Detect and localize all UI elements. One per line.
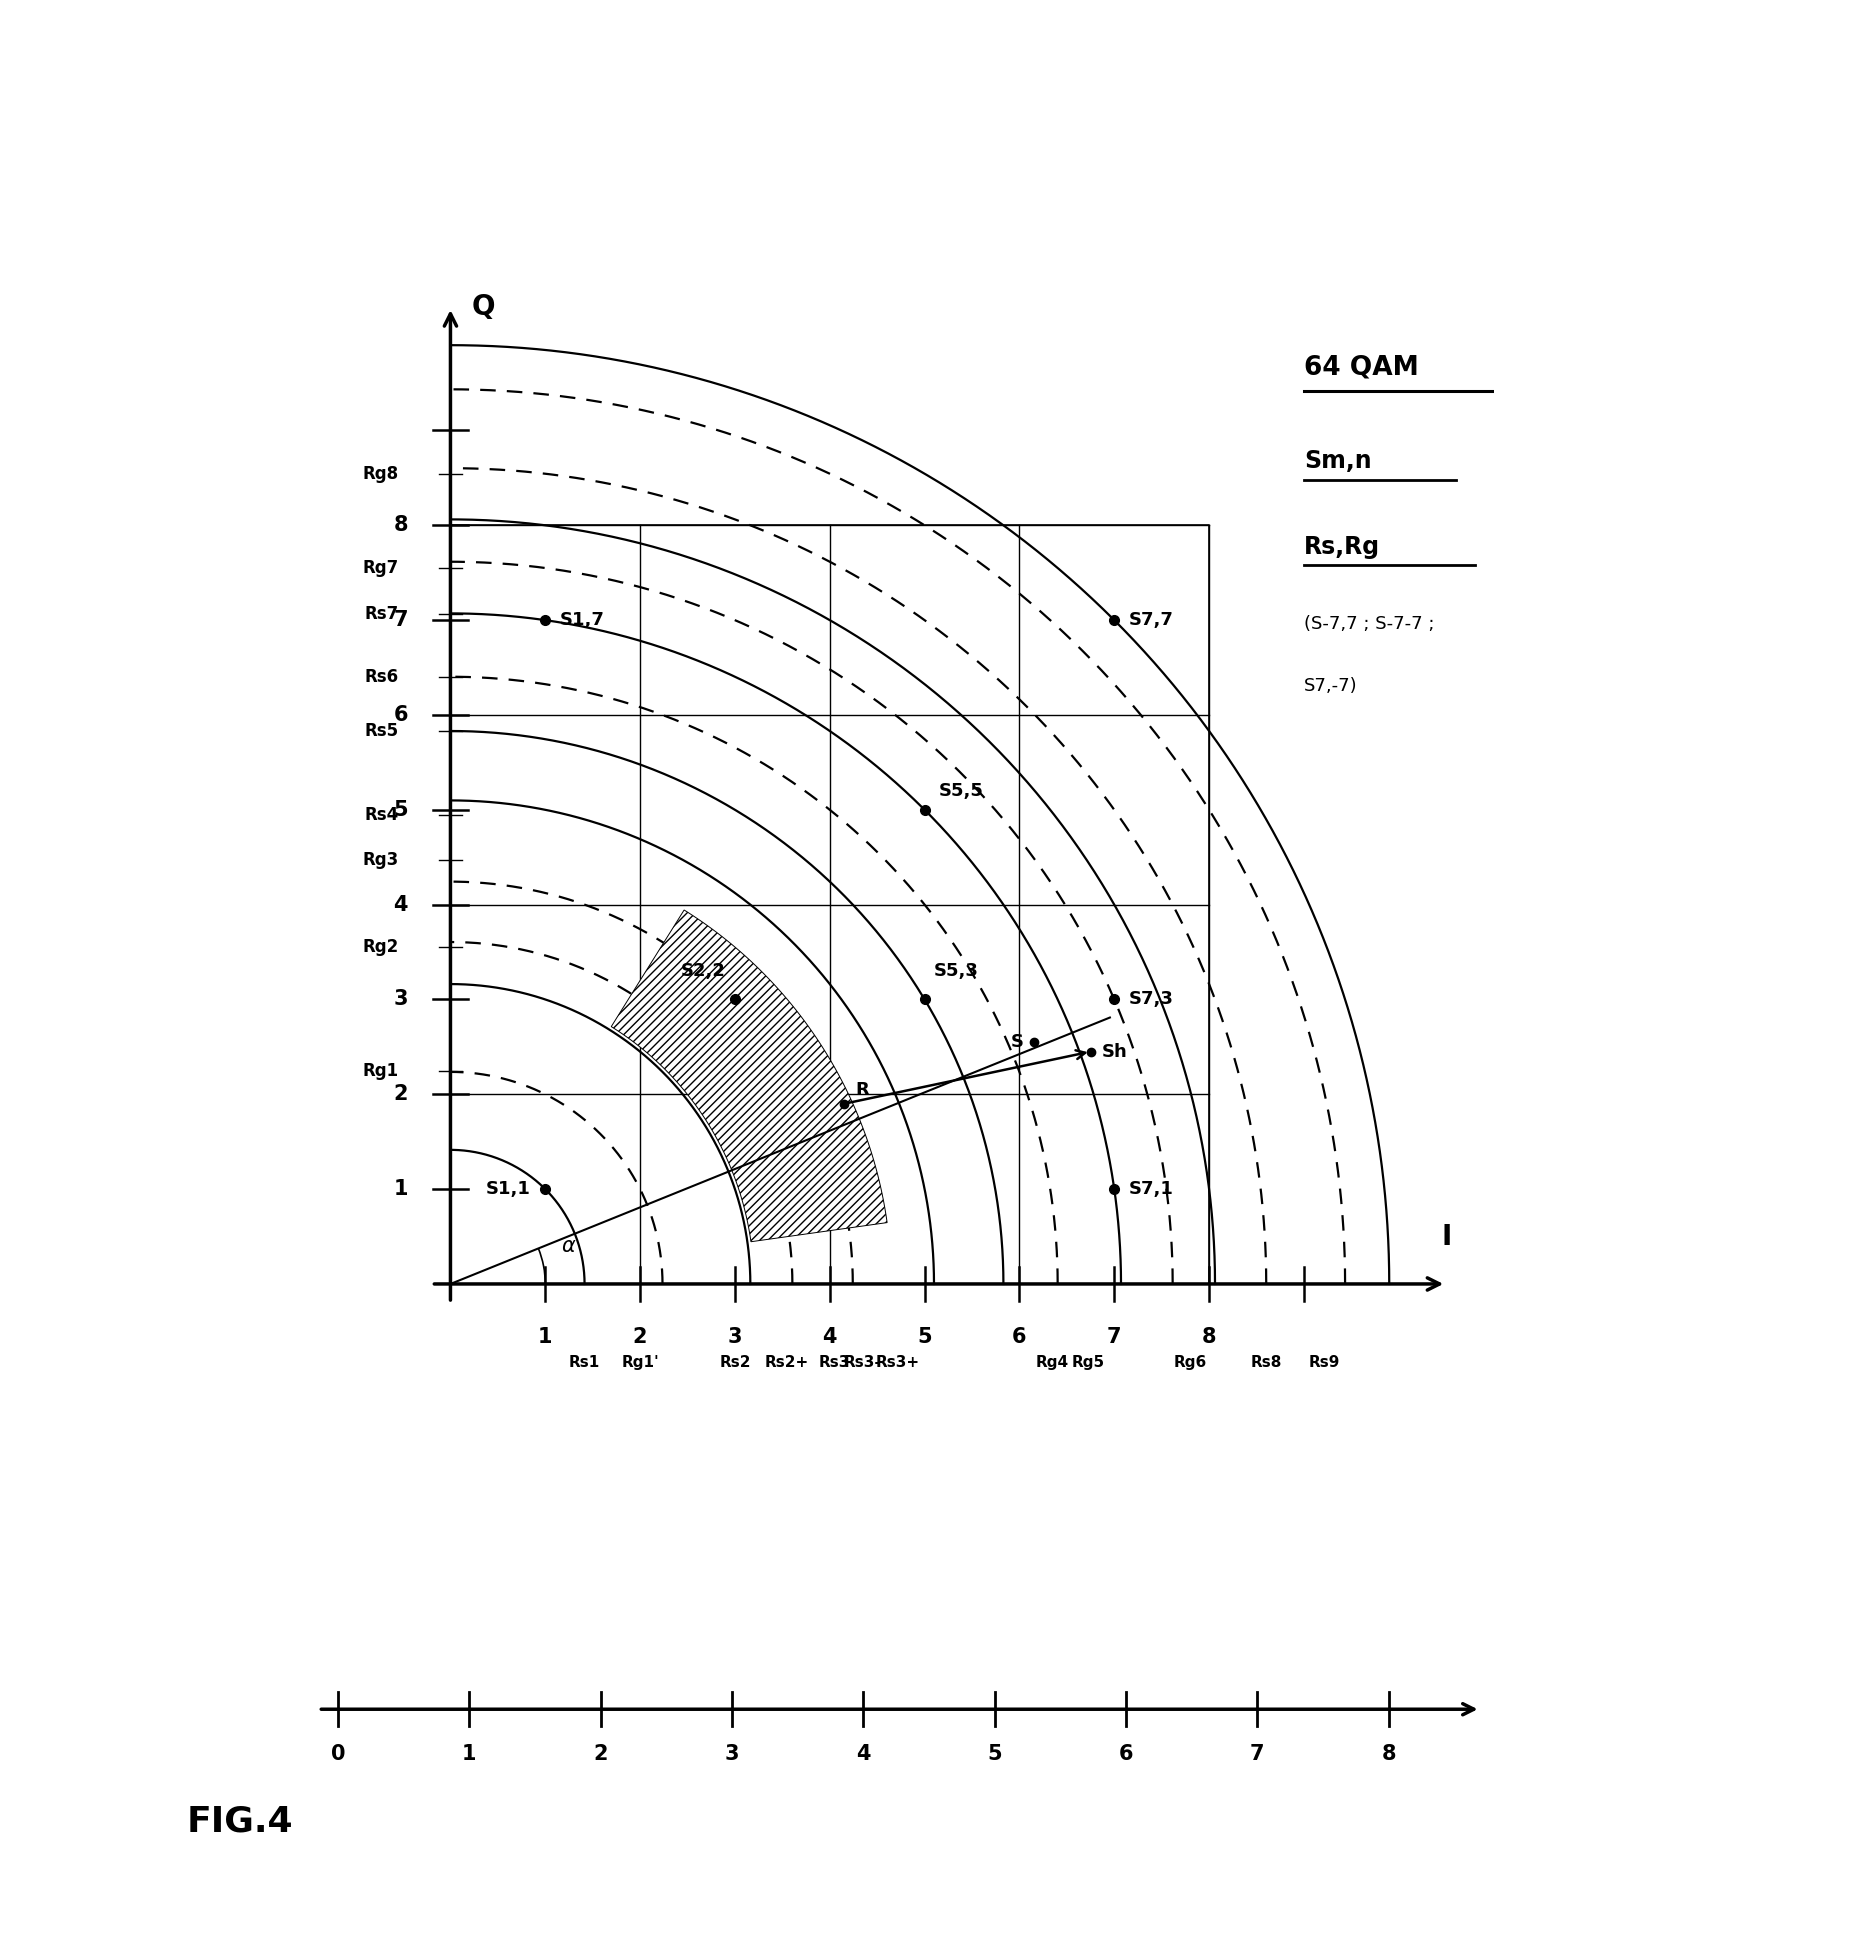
- Text: Rg6: Rg6: [1174, 1356, 1206, 1369]
- Text: S1,1: S1,1: [485, 1179, 530, 1199]
- Text: 2: 2: [394, 1083, 407, 1105]
- Text: Rg3: Rg3: [362, 850, 398, 870]
- Text: Sh: Sh: [1102, 1042, 1128, 1060]
- Text: 4: 4: [823, 1326, 836, 1346]
- Text: 5: 5: [917, 1326, 932, 1346]
- Text: 3: 3: [728, 1326, 743, 1346]
- Text: 2: 2: [594, 1744, 609, 1763]
- Text: S: S: [1012, 1032, 1025, 1050]
- Text: Rg7: Rg7: [362, 558, 398, 578]
- Polygon shape: [611, 911, 887, 1242]
- Text: Rs2+: Rs2+: [765, 1356, 808, 1369]
- Text: 1: 1: [538, 1326, 553, 1346]
- Text: 7: 7: [1107, 1326, 1122, 1346]
- Text: Rg1: Rg1: [362, 1062, 398, 1079]
- Text: 0: 0: [330, 1744, 345, 1763]
- Text: Rg2: Rg2: [362, 938, 398, 956]
- Text: 3: 3: [394, 989, 407, 1009]
- Text: (S-7,7 ; S-7-7 ;: (S-7,7 ; S-7-7 ;: [1303, 615, 1434, 633]
- Text: Rs3: Rs3: [820, 1356, 849, 1369]
- Text: Q: Q: [470, 294, 495, 321]
- Text: 6: 6: [1012, 1326, 1027, 1346]
- Text: 7: 7: [1251, 1744, 1264, 1763]
- Text: S7,1: S7,1: [1128, 1179, 1172, 1199]
- Text: 64 QAM: 64 QAM: [1303, 355, 1419, 380]
- Text: S7,3: S7,3: [1128, 991, 1172, 1009]
- Text: S5,5: S5,5: [939, 782, 984, 801]
- Text: Rs5: Rs5: [364, 723, 398, 741]
- Text: Rs6: Rs6: [364, 668, 398, 686]
- Text: Rs8: Rs8: [1251, 1356, 1281, 1369]
- Text: 1: 1: [463, 1744, 476, 1763]
- Text: Rg4: Rg4: [1036, 1356, 1070, 1369]
- Text: Rg5: Rg5: [1072, 1356, 1103, 1369]
- Text: I: I: [1441, 1222, 1451, 1250]
- Text: 3: 3: [724, 1744, 739, 1763]
- Text: Rs3+: Rs3+: [876, 1356, 920, 1369]
- Text: 1: 1: [394, 1179, 407, 1199]
- Text: S7,7: S7,7: [1128, 611, 1172, 629]
- Text: 5: 5: [988, 1744, 1003, 1763]
- Text: Rs2: Rs2: [719, 1356, 751, 1369]
- Text: 4: 4: [857, 1744, 870, 1763]
- Text: Sm,n: Sm,n: [1303, 449, 1372, 474]
- Text: 2: 2: [633, 1326, 648, 1346]
- Text: Rs7: Rs7: [364, 605, 398, 623]
- Text: S1,7: S1,7: [560, 611, 605, 629]
- Text: $\alpha$: $\alpha$: [562, 1236, 577, 1256]
- Text: 6: 6: [394, 705, 407, 725]
- Text: Rs,Rg: Rs,Rg: [1303, 535, 1380, 558]
- Text: 4: 4: [394, 895, 407, 915]
- Text: Rs4: Rs4: [364, 805, 398, 823]
- Text: S2,2: S2,2: [681, 962, 726, 981]
- Text: S5,3: S5,3: [934, 962, 978, 981]
- Text: 5: 5: [394, 799, 407, 819]
- Text: Rg1': Rg1': [622, 1356, 659, 1369]
- Text: R: R: [855, 1081, 870, 1099]
- Text: 8: 8: [1382, 1744, 1397, 1763]
- Text: Rg8: Rg8: [362, 464, 398, 484]
- Text: 8: 8: [394, 515, 407, 535]
- Text: 8: 8: [1202, 1326, 1217, 1346]
- Text: Rs3-: Rs3-: [844, 1356, 881, 1369]
- Text: Rs1: Rs1: [569, 1356, 599, 1369]
- Text: 7: 7: [394, 609, 407, 631]
- Text: 6: 6: [1118, 1744, 1133, 1763]
- Text: Rs9: Rs9: [1309, 1356, 1341, 1369]
- Text: FIG.4: FIG.4: [187, 1804, 293, 1840]
- Text: S7,-7): S7,-7): [1303, 678, 1357, 695]
